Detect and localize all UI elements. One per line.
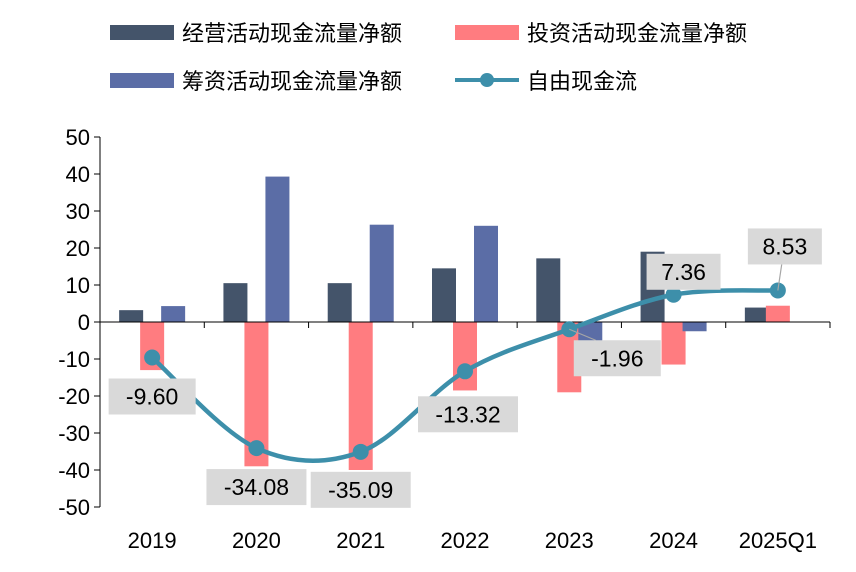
y-tick-label: -10 <box>58 347 90 372</box>
fcf-label-box <box>573 340 661 377</box>
fcf-marker <box>665 286 682 303</box>
fcf-data-label: -35.09 <box>328 477 393 503</box>
bar-operating <box>432 268 456 322</box>
y-tick-label: -20 <box>58 384 90 409</box>
legend-label-fcf: 自由现金流 <box>527 70 637 95</box>
legend: 经营活动现金流量净额 投资活动现金流量净额 筹资活动现金流量净额 自由现金流 <box>110 22 747 95</box>
x-tick-label: 2023 <box>545 528 594 553</box>
fcf-label-box <box>646 253 721 290</box>
legend-label-financing: 筹资活动现金流量净额 <box>182 70 402 95</box>
y-tick-label: 20 <box>66 236 90 261</box>
x-tick-label: 2021 <box>336 528 385 553</box>
bar-operating <box>223 283 248 322</box>
bar-financing <box>265 176 290 322</box>
bar-operating <box>536 258 561 322</box>
fcf-data-label: 8.53 <box>762 233 807 259</box>
bar-investing <box>765 305 790 322</box>
bar-investing <box>661 322 686 365</box>
x-tick-label: 2020 <box>232 528 281 553</box>
x-tick-label: 2025Q1 <box>739 528 817 553</box>
bar-investing <box>453 322 477 391</box>
legend-swatch-fcf-marker <box>480 73 494 87</box>
y-tick-label: 10 <box>66 273 90 298</box>
y-tick-label: 30 <box>66 199 90 224</box>
y-tick-label: -50 <box>58 495 90 520</box>
legend-swatch-financing <box>110 73 174 88</box>
legend-label-investing: 投资活动现金流量净额 <box>527 22 747 47</box>
fcf-label-box <box>418 396 518 433</box>
fcf-marker <box>352 443 369 460</box>
bar-financing <box>682 322 707 332</box>
fcf-data-label: -9.60 <box>126 384 178 410</box>
y-tick-label: 40 <box>66 162 90 187</box>
fcf-label-leader <box>777 264 783 291</box>
fcf-marker <box>144 349 161 366</box>
fcf-data-label: -1.96 <box>591 345 643 371</box>
fcf-label-box <box>108 378 196 415</box>
fcf-label-box <box>310 471 411 508</box>
bar-financing <box>161 306 186 322</box>
bar-operating <box>327 283 352 322</box>
bar-financing <box>474 225 498 322</box>
y-tick-label: 50 <box>66 125 90 150</box>
plot-area: 50 40 30 20 10 0 -10 -20 -30 -40 -50 2019 2020 2021 20… <box>58 125 831 553</box>
fcf-marker <box>457 363 473 380</box>
fcf-marker <box>248 440 265 457</box>
x-tick-label: 2022 <box>441 528 490 553</box>
legend-label-operating: 经营活动现金流量净额 <box>182 22 402 47</box>
legend-swatch-operating <box>110 25 174 40</box>
x-tick-label: 2019 <box>128 528 177 553</box>
bar-operating <box>744 307 769 322</box>
fcf-label-box <box>206 469 307 506</box>
fcf-label-leader <box>569 328 596 341</box>
legend-swatch-investing <box>455 25 519 40</box>
bar-operating <box>119 310 144 322</box>
fcf-data-label: -13.32 <box>435 401 500 427</box>
y-tick-label: -30 <box>58 421 90 446</box>
fcf-data-label: 7.36 <box>661 259 706 285</box>
y-tick-label: -40 <box>58 458 90 483</box>
fcf-label-box <box>747 228 822 265</box>
x-tick-label: 2024 <box>649 528 698 553</box>
fcf-data-label: -34.08 <box>224 474 289 500</box>
bar-financing <box>369 224 394 322</box>
y-tick-label: 0 <box>78 310 90 335</box>
